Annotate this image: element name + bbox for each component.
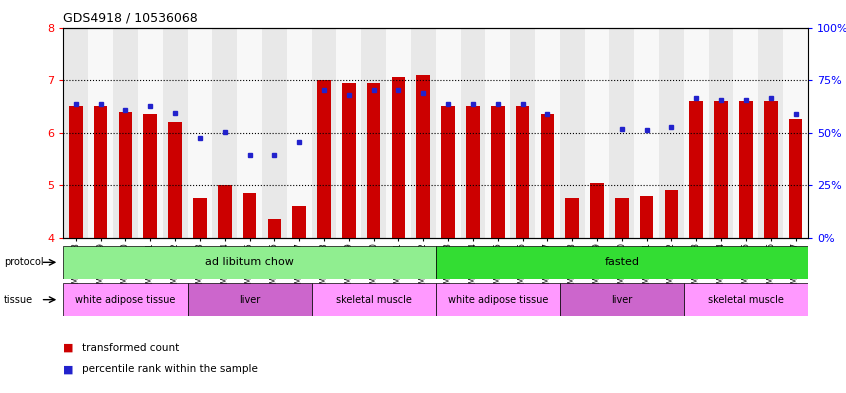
Bar xyxy=(69,107,83,238)
Bar xyxy=(63,28,88,238)
Bar xyxy=(237,28,262,238)
Bar xyxy=(591,183,604,238)
Bar xyxy=(634,28,659,238)
Bar xyxy=(788,119,802,238)
Bar xyxy=(442,107,455,238)
Bar xyxy=(317,80,331,238)
Bar xyxy=(615,198,629,238)
Bar xyxy=(88,28,113,238)
Bar xyxy=(541,114,554,238)
Bar xyxy=(392,77,405,238)
Bar xyxy=(609,28,634,238)
Text: white adipose tissue: white adipose tissue xyxy=(448,295,548,305)
Text: skeletal muscle: skeletal muscle xyxy=(708,295,784,305)
Bar xyxy=(212,28,237,238)
Bar xyxy=(714,101,728,238)
Bar xyxy=(262,28,287,238)
Bar xyxy=(367,83,381,238)
Text: GDS4918 / 10536068: GDS4918 / 10536068 xyxy=(63,12,198,25)
Text: percentile rank within the sample: percentile rank within the sample xyxy=(82,364,258,375)
Bar xyxy=(311,28,337,238)
Bar xyxy=(243,193,256,238)
Bar xyxy=(491,107,504,238)
Bar xyxy=(411,28,436,238)
Bar xyxy=(144,114,157,238)
Bar xyxy=(436,28,460,238)
Bar xyxy=(436,283,560,316)
Text: ■: ■ xyxy=(63,343,74,353)
Text: fasted: fasted xyxy=(604,257,640,267)
Text: ■: ■ xyxy=(63,364,74,375)
Bar xyxy=(337,28,361,238)
Bar xyxy=(168,122,182,238)
Bar xyxy=(640,196,653,238)
Bar xyxy=(113,28,138,238)
Bar xyxy=(665,191,678,238)
Bar xyxy=(565,198,579,238)
Bar xyxy=(758,28,783,238)
Text: white adipose tissue: white adipose tissue xyxy=(75,295,176,305)
Bar xyxy=(460,28,486,238)
Text: liver: liver xyxy=(611,295,633,305)
Bar xyxy=(739,101,753,238)
Text: transformed count: transformed count xyxy=(82,343,179,353)
Bar xyxy=(63,283,188,316)
Bar xyxy=(193,198,206,238)
Bar xyxy=(684,283,808,316)
Bar xyxy=(267,219,281,238)
Text: liver: liver xyxy=(239,295,261,305)
Bar xyxy=(94,107,107,238)
Bar xyxy=(466,107,480,238)
Bar xyxy=(386,28,411,238)
Bar xyxy=(416,75,430,238)
Bar xyxy=(733,28,758,238)
Bar xyxy=(684,28,709,238)
Text: ad libitum chow: ad libitum chow xyxy=(205,257,294,267)
Bar xyxy=(342,83,355,238)
Bar xyxy=(311,283,436,316)
Bar xyxy=(516,107,530,238)
Text: protocol: protocol xyxy=(4,257,44,267)
Bar xyxy=(560,283,684,316)
Bar xyxy=(764,101,777,238)
Bar xyxy=(188,283,311,316)
Bar xyxy=(689,101,703,238)
Bar xyxy=(659,28,684,238)
Bar xyxy=(188,28,212,238)
Bar xyxy=(709,28,733,238)
Bar xyxy=(361,28,386,238)
Bar xyxy=(293,206,306,238)
Bar xyxy=(287,28,311,238)
Bar xyxy=(436,246,808,279)
Bar xyxy=(118,112,132,238)
Bar xyxy=(510,28,535,238)
Text: skeletal muscle: skeletal muscle xyxy=(336,295,412,305)
Bar xyxy=(783,28,808,238)
Bar xyxy=(218,185,232,238)
Bar xyxy=(162,28,188,238)
Bar xyxy=(63,246,436,279)
Bar xyxy=(560,28,585,238)
Bar xyxy=(585,28,609,238)
Text: tissue: tissue xyxy=(4,295,33,305)
Bar xyxy=(486,28,510,238)
Bar xyxy=(535,28,560,238)
Bar xyxy=(138,28,162,238)
